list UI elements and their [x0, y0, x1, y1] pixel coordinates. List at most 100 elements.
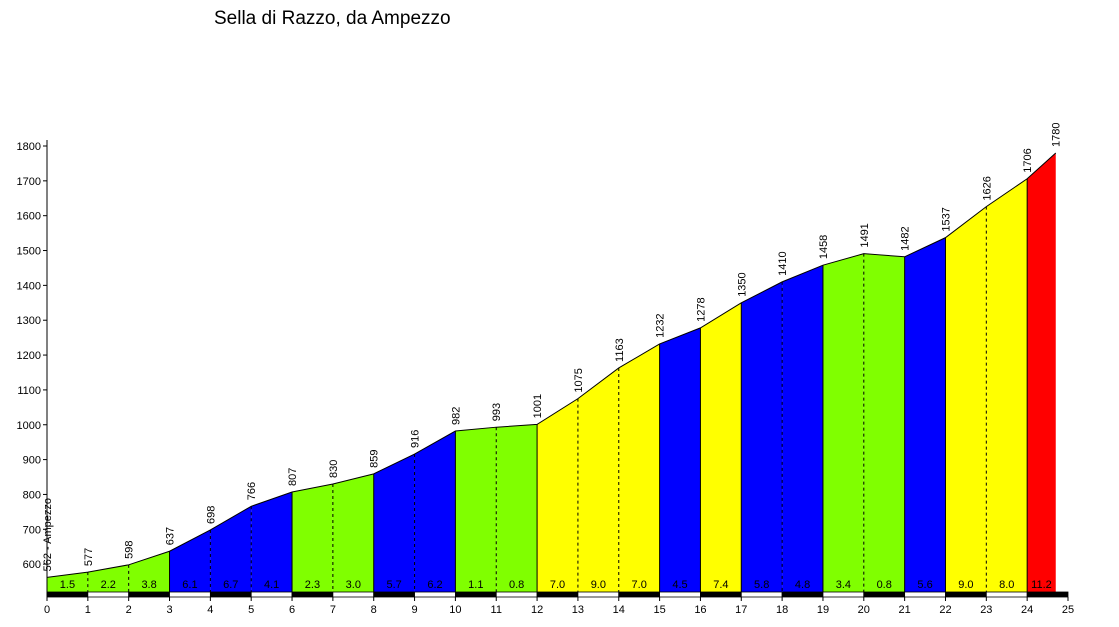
- km-bar-block: [536, 591, 579, 598]
- km-bar-block: [863, 591, 906, 598]
- x-tick-label: 13: [572, 604, 584, 616]
- gradient-label: 8.0: [999, 579, 1014, 591]
- segment-area: [373, 454, 415, 592]
- gradient-label: 3.0: [346, 579, 361, 591]
- elevation-label: 993: [491, 403, 503, 421]
- elevation-label: 577: [83, 548, 95, 566]
- x-tick-label: 4: [207, 604, 213, 616]
- x-tick-label: 1: [85, 604, 91, 616]
- x-axis: 0 1 2 3 4 5 6 7 8 9 10 11 12 13 14 15 16 17 18 19 20 21 22 23 24…: [44, 591, 1074, 616]
- gradient-label: 9.0: [591, 579, 606, 591]
- gradient-label: 9.0: [958, 579, 973, 591]
- segment-area: [782, 265, 823, 592]
- y-tick-label: 1800: [17, 141, 41, 153]
- x-tick-label: 22: [939, 604, 951, 616]
- elevation-label: 562 - Ampezzo: [42, 498, 54, 571]
- km-bar-block: [373, 591, 415, 598]
- segment-area: [986, 178, 1028, 593]
- segment-area: [904, 237, 946, 592]
- km-bar-block: [87, 591, 130, 598]
- km-bar-block: [209, 591, 252, 598]
- gradient-label: 7.0: [632, 579, 647, 591]
- km-bar-block: [618, 591, 661, 598]
- segment-dividers: [87, 178, 1028, 592]
- gradient-labels: 1.5 2.2 3.8 6.1 6.7 4.1 2.3 3.0 5.7 6.2 1.1 0.8 7.0 9…: [60, 579, 1052, 591]
- gradient-label: 7.0: [550, 579, 565, 591]
- elevation-label: 766: [246, 482, 258, 500]
- elevation-label: 1001: [532, 394, 544, 418]
- km-bar-block: [577, 591, 620, 598]
- elevation-label: 1626: [981, 176, 993, 200]
- x-tick-label: 16: [694, 604, 706, 616]
- gradient-label: 5.8: [754, 579, 769, 591]
- segment-area: [577, 367, 619, 592]
- km-bar-block: [46, 591, 89, 598]
- km-bar-block: [495, 591, 538, 598]
- elevation-label: 1537: [940, 207, 952, 231]
- y-tick-label: 1000: [17, 420, 41, 432]
- km-bar-block: [291, 591, 334, 598]
- x-tick-label: 5: [248, 604, 254, 616]
- elevation-label: 982: [450, 407, 462, 425]
- segment-area: [292, 483, 333, 592]
- segment-area: [618, 343, 660, 592]
- gradient-label: 7.4: [713, 579, 728, 591]
- km-bar-block: [414, 591, 456, 598]
- gradient-label: 11.2: [1031, 579, 1052, 591]
- segment-areas: [47, 152, 1056, 593]
- elevation-label: 1491: [859, 223, 871, 247]
- x-tick-label: 24: [1021, 604, 1033, 616]
- elevation-label: 1482: [900, 226, 912, 250]
- elevation-label: 637: [165, 527, 177, 545]
- segment-area: [863, 253, 905, 593]
- y-tick-label: 1600: [17, 211, 41, 223]
- x-tick-label: 10: [449, 604, 461, 616]
- elevation-label: 1350: [736, 272, 748, 296]
- gradient-label: 2.3: [305, 579, 320, 591]
- x-tick-label: 2: [126, 604, 132, 616]
- segment-area: [455, 427, 497, 592]
- x-tick-label: 18: [776, 604, 788, 616]
- segment-area: [251, 491, 293, 592]
- segment-area: [1027, 152, 1056, 592]
- segment-area: [87, 564, 129, 592]
- km-bar-block: [781, 591, 824, 598]
- segment-area: [496, 424, 538, 592]
- x-tick-label: 14: [613, 604, 625, 616]
- km-bar-block: [128, 591, 170, 598]
- gradient-label: 6.2: [427, 579, 442, 591]
- gradient-label: 6.7: [223, 579, 238, 591]
- elevation-label: 830: [328, 460, 340, 478]
- x-tick-label: 9: [411, 604, 417, 616]
- gradient-label: 0.8: [509, 579, 524, 591]
- elevation-label: 1075: [573, 368, 585, 392]
- elevation-label: 1410: [777, 251, 789, 275]
- elevation-label: 1706: [1022, 148, 1034, 172]
- x-tick-label: 25: [1062, 604, 1074, 616]
- km-bar-block: [945, 591, 987, 598]
- x-tick-label: 11: [491, 604, 502, 616]
- segment-area: [169, 529, 211, 592]
- x-tick-label: 7: [330, 604, 336, 616]
- x-tick-label: 6: [289, 604, 295, 616]
- y-tick-label: 800: [23, 489, 41, 501]
- y-tick-label: 1400: [17, 280, 41, 292]
- elevation-label: 598: [124, 540, 136, 558]
- y-tick-label: 1100: [17, 385, 41, 397]
- y-tick-label: 1200: [17, 350, 41, 362]
- x-tick-label: 0: [44, 604, 50, 616]
- segment-area: [741, 281, 783, 592]
- gradient-label: 4.5: [672, 579, 687, 591]
- elevation-label: 859: [369, 450, 381, 468]
- gradient-label: 6.1: [182, 579, 197, 591]
- gradient-label: 1.1: [468, 579, 483, 591]
- km-bar-block: [454, 591, 497, 598]
- x-tick-label: 12: [531, 604, 543, 616]
- segment-area: [822, 253, 864, 593]
- km-bar-block: [169, 591, 211, 598]
- elevation-label: 807: [287, 468, 299, 486]
- km-bar-block: [904, 591, 946, 598]
- elevation-label: 916: [410, 430, 422, 448]
- x-tick-label: 15: [653, 604, 665, 616]
